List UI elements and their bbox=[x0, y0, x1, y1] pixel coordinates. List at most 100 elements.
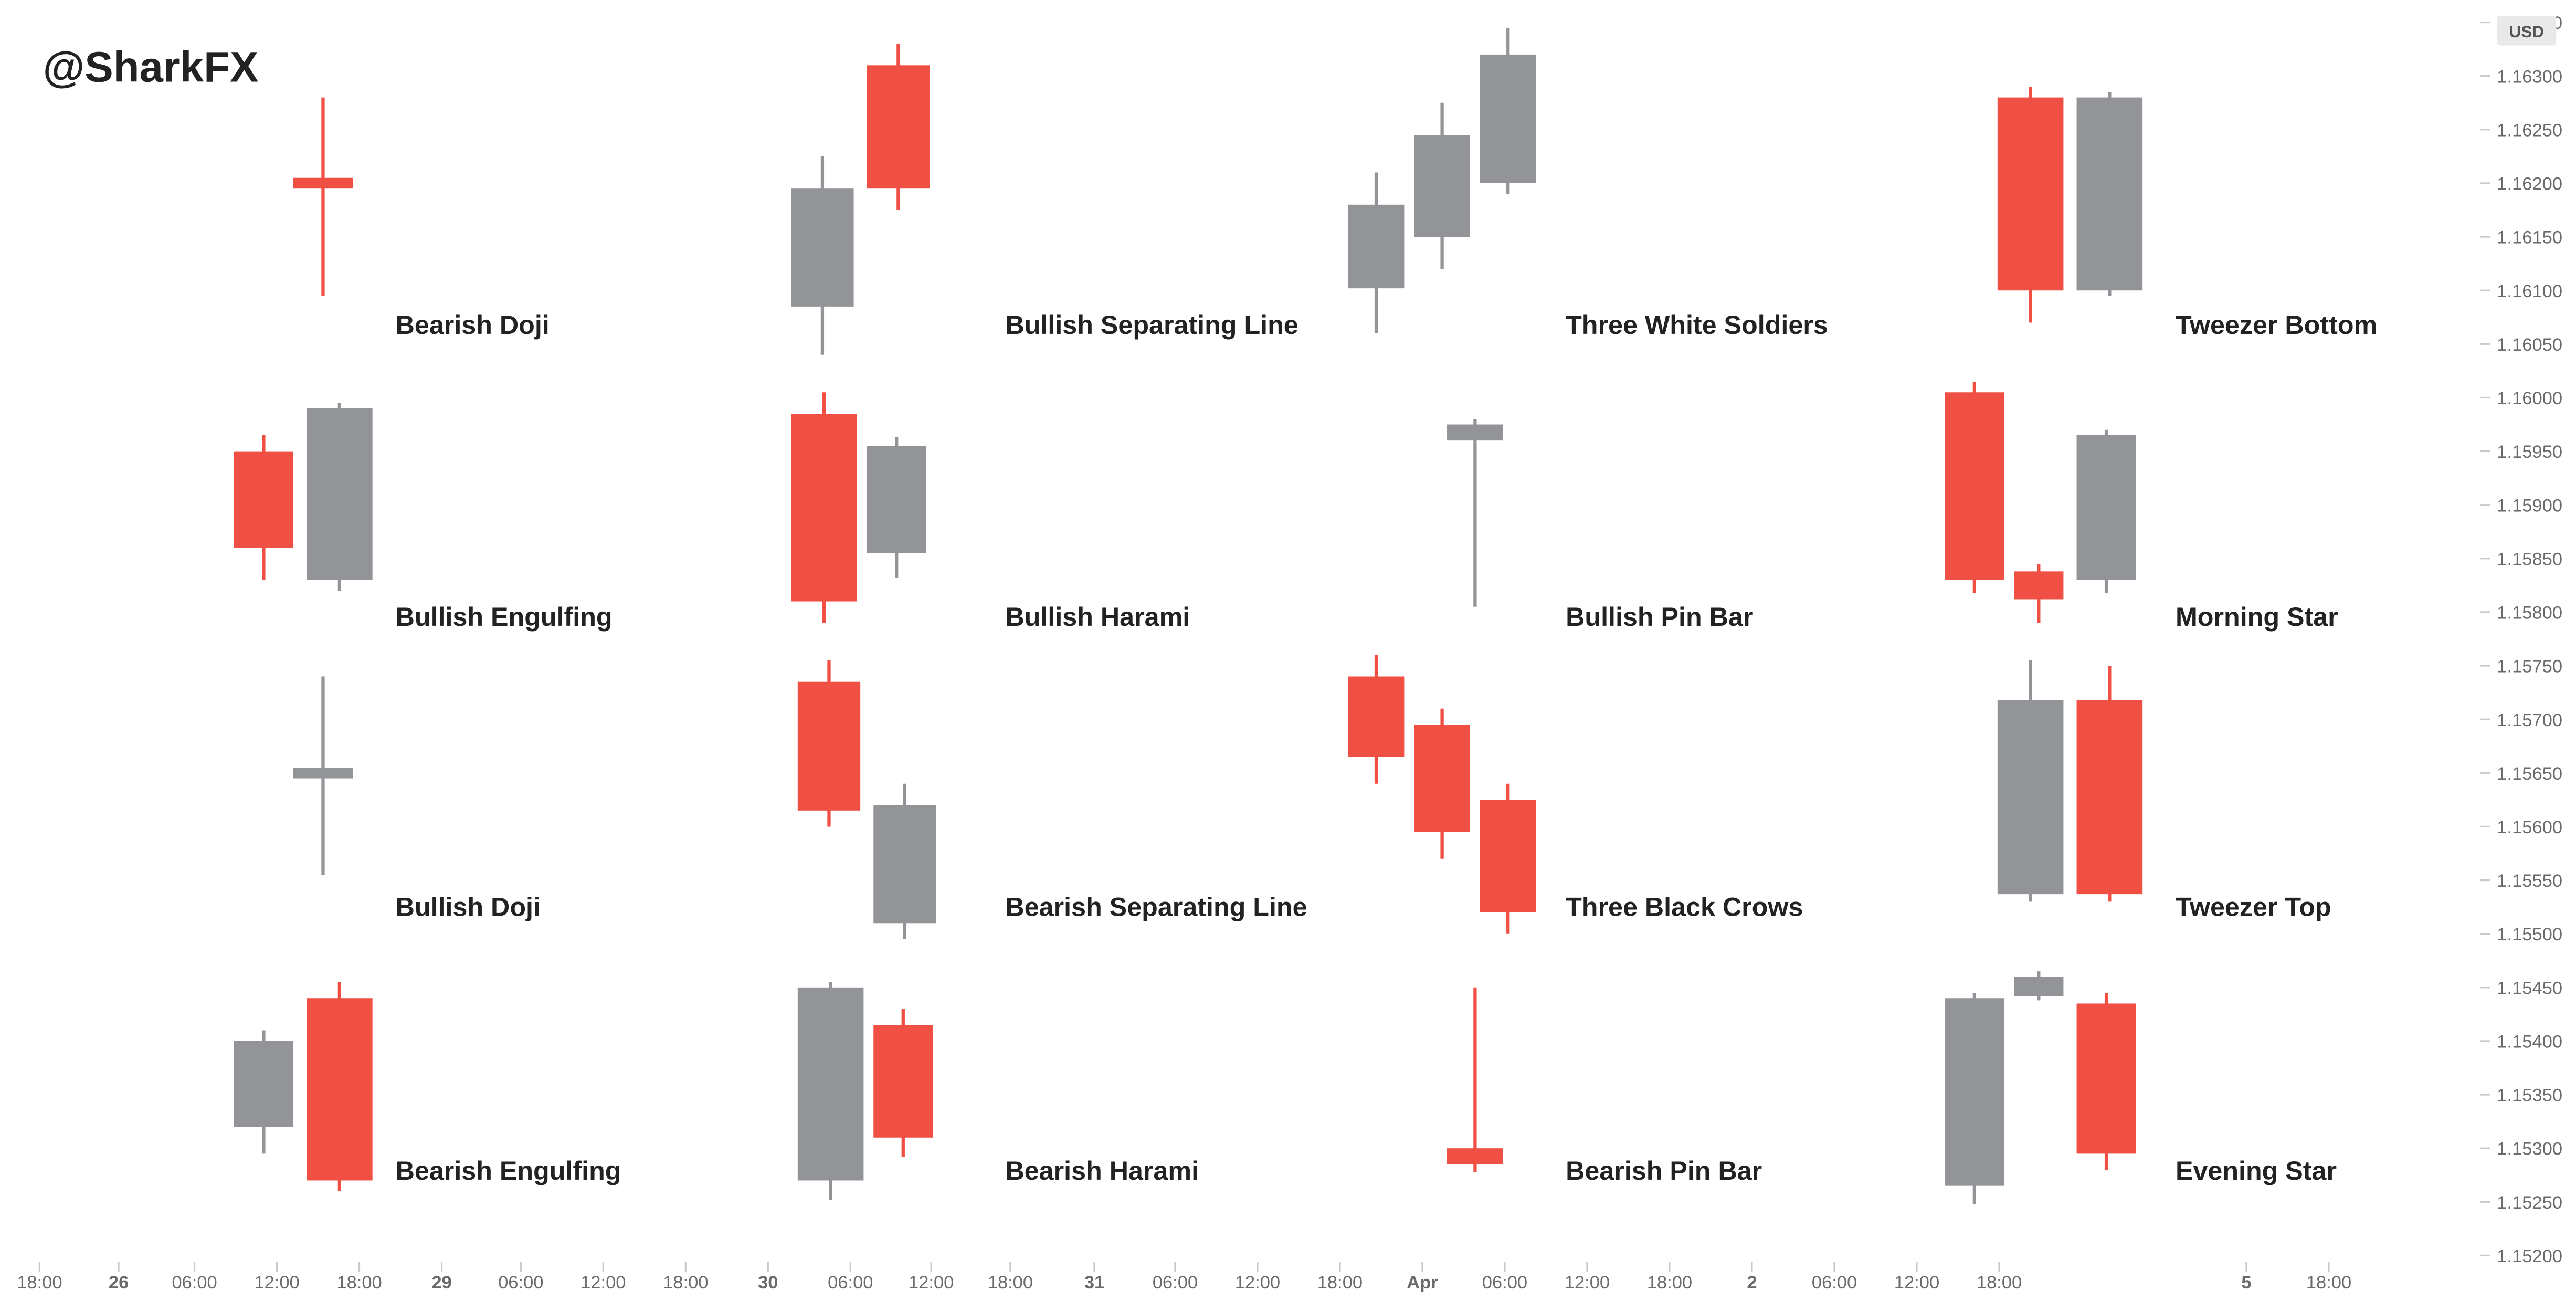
candle-body bbox=[867, 446, 926, 553]
pattern-label: Three Black Crows bbox=[1566, 893, 1803, 922]
candle-body bbox=[1998, 700, 2064, 894]
chart-svg: 1.15200 1.15250 1.15300 1.15350 1.15400 1.154… bbox=[0, 0, 2576, 1301]
brand-watermark: @SharkFX bbox=[43, 44, 259, 91]
y-tick-label: 1.15900 bbox=[2497, 496, 2562, 516]
y-tick-label: 1.15750 bbox=[2497, 657, 2562, 677]
x-tick-label: 18:00 bbox=[336, 1273, 382, 1293]
candle-body bbox=[791, 188, 853, 307]
candle-body bbox=[1945, 998, 2004, 1185]
chart-bg bbox=[0, 9, 2576, 1292]
x-tick-label: 5 bbox=[2241, 1273, 2251, 1293]
y-tick-label: 1.16300 bbox=[2497, 67, 2562, 87]
pattern-label: Bullish Engulfing bbox=[396, 602, 613, 632]
y-tick-label: 1.16150 bbox=[2497, 228, 2562, 248]
x-tick-label: 12:00 bbox=[1894, 1273, 1939, 1293]
candle-body bbox=[1414, 725, 1470, 832]
candle-body bbox=[2077, 98, 2143, 291]
pattern-label: Bearish Doji bbox=[396, 310, 550, 340]
x-tick-label: 30 bbox=[758, 1273, 778, 1293]
candle-body bbox=[2077, 700, 2143, 894]
x-tick-label: 26 bbox=[109, 1273, 129, 1293]
candle-body bbox=[234, 1041, 293, 1127]
y-tick-label: 1.16100 bbox=[2497, 281, 2562, 301]
y-tick-label: 1.15600 bbox=[2497, 817, 2562, 837]
pattern-label: Evening Star bbox=[2176, 1156, 2337, 1185]
candle-body bbox=[234, 452, 293, 548]
x-tick-label: 31 bbox=[1084, 1273, 1104, 1293]
x-tick-label: 18:00 bbox=[663, 1273, 708, 1293]
candle-body bbox=[307, 408, 373, 580]
x-tick-label: 12:00 bbox=[1565, 1273, 1610, 1293]
pattern-label: Bearish Pin Bar bbox=[1566, 1156, 1762, 1185]
y-tick-label: 1.15350 bbox=[2497, 1086, 2562, 1106]
candle-body bbox=[2077, 435, 2136, 580]
pattern-label: Bearish Engulfing bbox=[396, 1156, 621, 1185]
y-tick-label: 1.15700 bbox=[2497, 710, 2562, 730]
candle-body bbox=[791, 414, 857, 601]
pattern-label: Bullish Doji bbox=[396, 893, 541, 922]
candle-body bbox=[867, 65, 930, 188]
pattern-label: Bullish Harami bbox=[1005, 602, 1190, 632]
y-tick-label: 1.15950 bbox=[2497, 442, 2562, 462]
pattern-label: Bullish Separating Line bbox=[1005, 310, 1298, 340]
x-tick-label: 18:00 bbox=[2306, 1273, 2351, 1293]
y-tick-label: 1.15550 bbox=[2497, 871, 2562, 891]
candle-body bbox=[2014, 571, 2063, 599]
candle-body bbox=[293, 178, 353, 188]
y-tick-label: 1.15650 bbox=[2497, 764, 2562, 784]
y-tick-label: 1.15400 bbox=[2497, 1032, 2562, 1052]
y-tick-label: 1.15300 bbox=[2497, 1139, 2562, 1159]
candle-body bbox=[873, 805, 936, 924]
y-tick-label: 1.15200 bbox=[2497, 1246, 2562, 1266]
y-tick-label: 1.15450 bbox=[2497, 978, 2562, 998]
x-tick-label: 12:00 bbox=[580, 1273, 626, 1293]
candle-body bbox=[1945, 392, 2004, 580]
y-tick-label: 1.15850 bbox=[2497, 549, 2562, 569]
x-tick-label: 18:00 bbox=[1977, 1273, 2022, 1293]
x-tick-label: 06:00 bbox=[498, 1273, 543, 1293]
x-tick-label: 06:00 bbox=[828, 1273, 873, 1293]
y-tick-label: 1.16200 bbox=[2497, 174, 2562, 194]
candle-body bbox=[1998, 98, 2064, 291]
candle-body bbox=[2014, 977, 2063, 996]
y-tick-label: 1.16250 bbox=[2497, 120, 2562, 140]
candle-body bbox=[1348, 205, 1405, 288]
candle-body bbox=[307, 998, 373, 1180]
y-tick-label: 1.15800 bbox=[2497, 603, 2562, 623]
currency-badge: USD bbox=[2509, 23, 2544, 41]
pattern-label: Tweezer Bottom bbox=[2176, 310, 2377, 340]
x-tick-label: 12:00 bbox=[254, 1273, 299, 1293]
y-tick-label: 1.16000 bbox=[2497, 389, 2562, 408]
x-tick-label: 18:00 bbox=[1317, 1273, 1363, 1293]
candle-body bbox=[293, 768, 353, 778]
pattern-label: Tweezer Top bbox=[2176, 893, 2331, 922]
x-tick-label: 12:00 bbox=[1235, 1273, 1280, 1293]
candle-body bbox=[1348, 677, 1405, 757]
x-tick-label: 06:00 bbox=[1812, 1273, 1857, 1293]
candle-body bbox=[1447, 1148, 1503, 1164]
pattern-label: Bearish Separating Line bbox=[1005, 893, 1307, 922]
pattern-label: Morning Star bbox=[2176, 602, 2338, 632]
x-tick-label: 29 bbox=[431, 1273, 451, 1293]
x-tick-label: 06:00 bbox=[172, 1273, 217, 1293]
candle-body bbox=[1480, 55, 1536, 183]
candle-body bbox=[798, 682, 860, 811]
x-tick-label: 06:00 bbox=[1482, 1273, 1527, 1293]
candle-body bbox=[1480, 800, 1536, 912]
y-tick-label: 1.16050 bbox=[2497, 335, 2562, 355]
pattern-label: Bullish Pin Bar bbox=[1566, 602, 1753, 632]
pattern-label: Bearish Harami bbox=[1005, 1156, 1199, 1185]
candle-body bbox=[1447, 425, 1503, 441]
x-tick-label: 18:00 bbox=[988, 1273, 1033, 1293]
y-tick-label: 1.15500 bbox=[2497, 925, 2562, 945]
x-tick-label: Apr bbox=[1407, 1273, 1438, 1293]
x-tick-label: 12:00 bbox=[909, 1273, 954, 1293]
candlestick-pattern-chart: 1.15200 1.15250 1.15300 1.15350 1.15400 1.154… bbox=[0, 0, 2576, 1301]
candle-body bbox=[1414, 135, 1470, 237]
x-tick-label: 18:00 bbox=[17, 1273, 62, 1293]
candle-body bbox=[2077, 1003, 2136, 1153]
candle-body bbox=[873, 1025, 933, 1137]
x-tick-label: 18:00 bbox=[1647, 1273, 1692, 1293]
pattern-label: Three White Soldiers bbox=[1566, 310, 1828, 340]
y-tick-label: 1.15250 bbox=[2497, 1193, 2562, 1213]
